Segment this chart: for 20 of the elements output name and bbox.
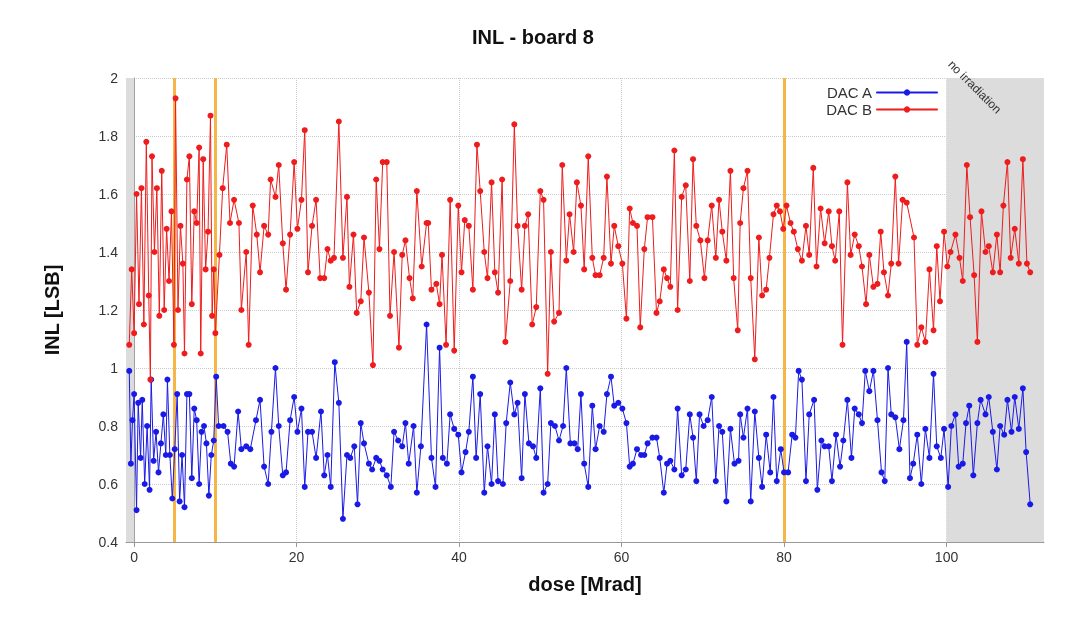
x-axis-title: dose [Mrad] bbox=[528, 573, 642, 595]
x-tick-label: 20 bbox=[288, 549, 305, 565]
y-tick-label: 1 bbox=[110, 360, 119, 376]
x-tick-label: 40 bbox=[451, 549, 468, 565]
legend-label: DAC B bbox=[826, 101, 872, 118]
y-axis-title: INL [LSB] bbox=[41, 264, 63, 356]
x-tick-label: 0 bbox=[130, 549, 139, 565]
chart-title: INL - board 8 bbox=[472, 26, 594, 48]
x-tick-label: 100 bbox=[934, 549, 959, 565]
y-tick-label: 1.2 bbox=[98, 302, 119, 318]
y-tick-label: 0.8 bbox=[98, 418, 119, 434]
y-tick-label: 0.6 bbox=[98, 476, 119, 492]
y-tick-label: 1.4 bbox=[98, 244, 119, 260]
x-tick-label: 80 bbox=[776, 549, 793, 565]
legend-label: DAC A bbox=[826, 84, 872, 101]
x-tick-label: 60 bbox=[613, 549, 630, 565]
y-tick-label: 1.6 bbox=[98, 186, 119, 202]
y-tick-label: 0.4 bbox=[98, 534, 119, 550]
y-tick-label: 1.8 bbox=[98, 128, 119, 144]
y-tick-label: 2 bbox=[110, 70, 119, 86]
